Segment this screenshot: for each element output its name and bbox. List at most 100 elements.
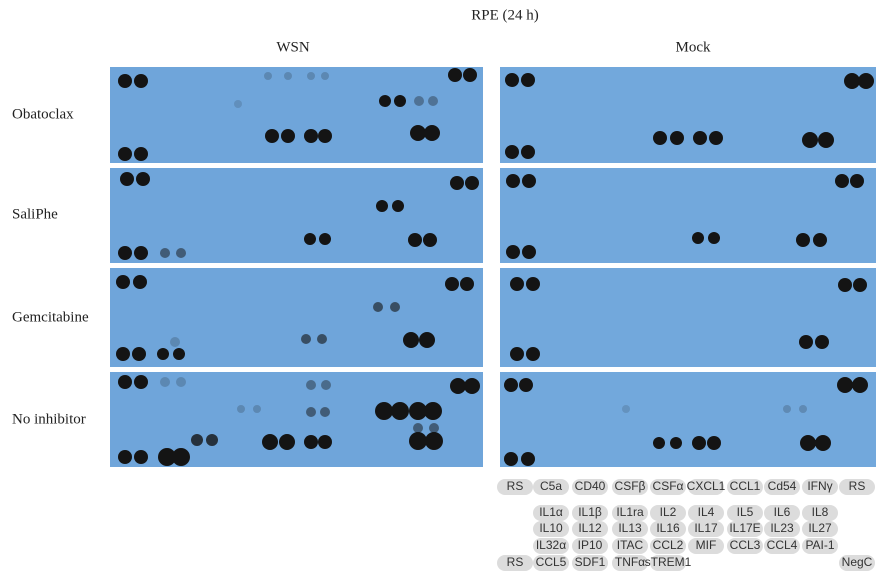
legend-label: CSFα xyxy=(653,479,684,493)
blot-dot xyxy=(120,172,134,186)
blot-dot xyxy=(134,147,148,161)
legend-label: IL1β xyxy=(578,505,602,519)
blot-dot xyxy=(818,132,834,148)
blot-panel xyxy=(500,67,876,163)
row-label: No inhibitor xyxy=(12,411,86,427)
blot-dot xyxy=(118,450,132,464)
blot-dot xyxy=(375,402,393,420)
row-label: Obatoclax xyxy=(12,106,74,122)
blot-dot xyxy=(670,131,684,145)
blot-dot xyxy=(424,125,440,141)
blot-dot xyxy=(670,437,682,449)
blot-dot xyxy=(172,448,190,466)
row-label: Gemcitabine xyxy=(12,309,89,325)
blot-dot xyxy=(116,275,130,289)
blot-dot xyxy=(424,402,442,420)
blot-dot xyxy=(708,232,720,244)
blot-dot xyxy=(522,174,536,188)
blot-dot xyxy=(265,129,279,143)
blot-dot xyxy=(160,248,170,258)
blot-dot xyxy=(858,73,874,89)
blot-dot xyxy=(118,246,132,260)
blot-dot xyxy=(116,347,130,361)
blot-dot xyxy=(429,423,439,433)
legend-label: IL32α xyxy=(536,538,566,552)
blot-dot xyxy=(408,233,422,247)
legend-label: CCL2 xyxy=(653,538,684,552)
blot-dot xyxy=(519,378,533,392)
blot-dot xyxy=(132,347,146,361)
legend-label: IL6 xyxy=(774,505,791,519)
blot-dot xyxy=(306,407,316,417)
blot-dot xyxy=(506,174,520,188)
blot-dot xyxy=(505,145,519,159)
blot-dot xyxy=(693,131,707,145)
blot-dot xyxy=(191,434,203,446)
blot-panel xyxy=(500,372,876,467)
blot-dot xyxy=(279,434,295,450)
blot-dot xyxy=(134,246,148,260)
figure-title: RPE (24 h) xyxy=(471,7,539,23)
blot-dot xyxy=(318,435,332,449)
legend-label: IL4 xyxy=(698,505,715,519)
blot-dot xyxy=(413,423,423,433)
blot-dot xyxy=(800,435,816,451)
row-label: SaliPhe xyxy=(12,206,58,222)
legend-label: CXCL1 xyxy=(687,479,726,493)
blot-dot xyxy=(653,437,665,449)
legend-label: IL23 xyxy=(770,521,794,535)
blot-dot xyxy=(796,233,810,247)
legend-label: IL17E xyxy=(729,521,760,535)
blot-dot xyxy=(394,95,406,107)
blot-dot xyxy=(170,337,180,347)
blot-dot xyxy=(510,347,524,361)
blot-dot xyxy=(622,405,630,413)
blot-dot xyxy=(304,129,318,143)
blot-dot xyxy=(321,72,329,80)
blot-dot xyxy=(813,233,827,247)
blot-dot xyxy=(134,450,148,464)
blot-dot xyxy=(320,407,330,417)
blot-dot xyxy=(284,72,292,80)
legend-label: IP10 xyxy=(578,538,603,552)
blot-dot xyxy=(521,145,535,159)
legend-label: CSFβ xyxy=(615,479,646,493)
blot-dot xyxy=(460,277,474,291)
column-label: WSN xyxy=(276,39,310,55)
blot-dot xyxy=(234,100,242,108)
legend-label: IL1ra xyxy=(616,505,644,519)
blot-dot xyxy=(707,436,721,450)
legend-label: CCL3 xyxy=(730,538,761,552)
blot-dot xyxy=(176,377,186,387)
legend-label: CCL5 xyxy=(536,555,567,569)
blot-dot xyxy=(173,348,185,360)
blot-dot xyxy=(409,432,427,450)
blot-dot xyxy=(450,176,464,190)
legend-label: MIF xyxy=(696,538,717,552)
legend-label: NegC xyxy=(842,555,873,569)
legend-label: SDF1 xyxy=(575,555,606,569)
blot-dot xyxy=(253,405,261,413)
legend-label: TNFα xyxy=(615,555,645,569)
legend-label: IL2 xyxy=(660,505,677,519)
legend-label: IL8 xyxy=(812,505,829,519)
blot-dot xyxy=(709,131,723,145)
blot-dot xyxy=(160,377,170,387)
legend-label: IL5 xyxy=(737,505,754,519)
blot-dot xyxy=(262,434,278,450)
blot-dot xyxy=(118,74,132,88)
blot-dot xyxy=(118,375,132,389)
blot-dot xyxy=(799,405,807,413)
blot-dot xyxy=(157,348,169,360)
legend-label: CCL4 xyxy=(767,538,798,552)
blot-dot xyxy=(464,378,480,394)
blot-panel xyxy=(500,268,876,367)
blot-dot xyxy=(318,129,332,143)
blot-dot xyxy=(306,380,316,390)
legend-label: IL16 xyxy=(656,521,680,535)
blot-dot xyxy=(799,335,813,349)
blot-dot xyxy=(304,233,316,245)
blot-dot xyxy=(281,129,295,143)
blot-dot xyxy=(692,436,706,450)
blot-dot xyxy=(506,245,520,259)
